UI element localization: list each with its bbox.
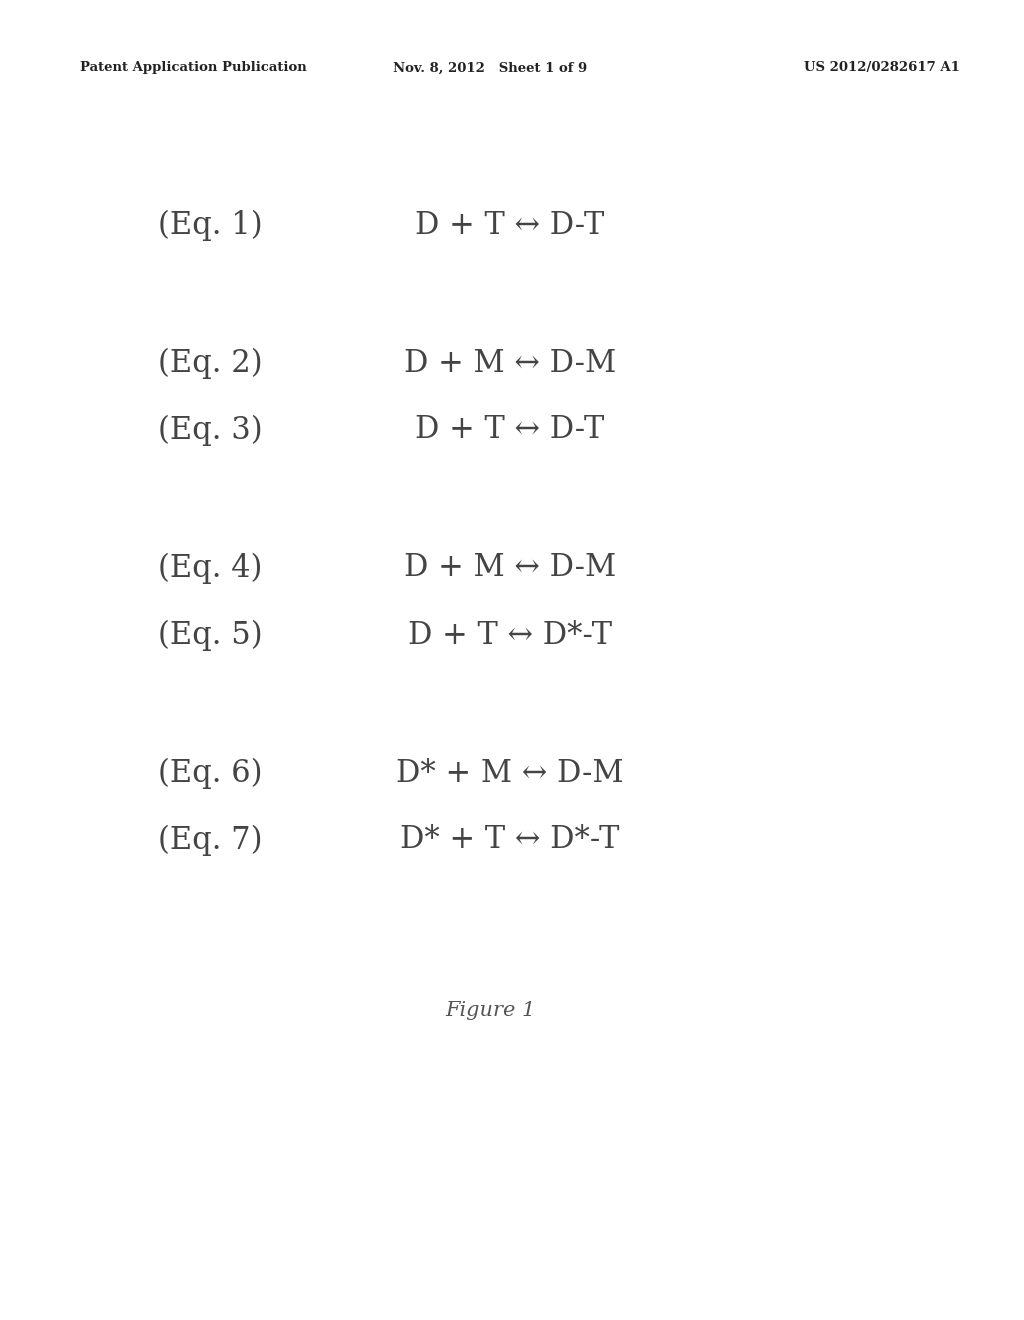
Text: D* + M ↔ D-M: D* + M ↔ D-M [396,758,624,788]
Text: (Eq. 5): (Eq. 5) [158,619,262,651]
Text: (Eq. 2): (Eq. 2) [158,347,262,379]
Text: Nov. 8, 2012   Sheet 1 of 9: Nov. 8, 2012 Sheet 1 of 9 [393,62,587,74]
Text: Figure 1: Figure 1 [444,1001,536,1019]
Text: D + T ↔ D*-T: D + T ↔ D*-T [408,619,612,651]
Text: (Eq. 6): (Eq. 6) [158,758,262,788]
Text: US 2012/0282617 A1: US 2012/0282617 A1 [804,62,961,74]
Text: (Eq. 1): (Eq. 1) [158,210,262,240]
Text: D + T ↔ D-T: D + T ↔ D-T [416,414,604,446]
Text: (Eq. 4): (Eq. 4) [158,552,262,583]
Text: (Eq. 7): (Eq. 7) [158,825,262,855]
Text: D + T ↔ D-T: D + T ↔ D-T [416,210,604,240]
Text: (Eq. 3): (Eq. 3) [158,414,262,446]
Text: D + M ↔ D-M: D + M ↔ D-M [403,553,616,583]
Text: D* + T ↔ D*-T: D* + T ↔ D*-T [400,825,620,855]
Text: Patent Application Publication: Patent Application Publication [80,62,307,74]
Text: D + M ↔ D-M: D + M ↔ D-M [403,347,616,379]
